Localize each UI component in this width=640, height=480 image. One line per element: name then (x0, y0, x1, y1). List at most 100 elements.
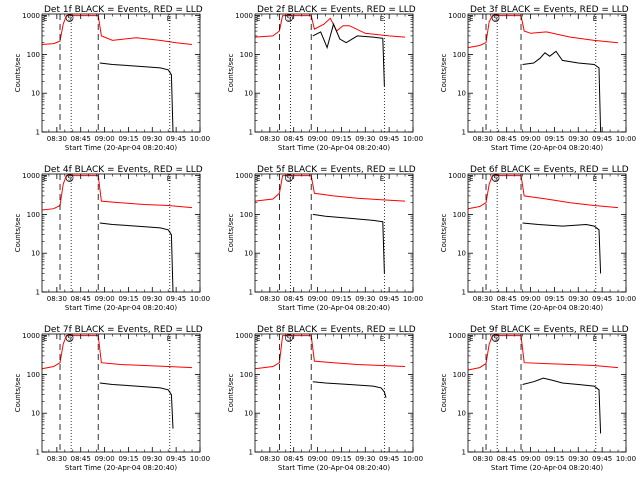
series-line-events (312, 22, 385, 87)
x-tick-label: 09:15 (544, 135, 564, 143)
series-line-lld (41, 175, 193, 211)
y-tick-label: 10 (457, 410, 466, 418)
y-tick-label: 100 (453, 211, 466, 219)
plot-frame (41, 173, 201, 293)
panel-title: Det 2f BLACK = Events, RED = LLD (257, 5, 416, 15)
x-tick-label: 09:30 (568, 455, 588, 463)
panel-title: Det 6f BLACK = Events, RED = LLD (470, 165, 629, 175)
y-axis-label: Counts/sec (440, 374, 448, 413)
plot-frame (467, 333, 627, 453)
x-tick-label: 08:30 (47, 295, 67, 303)
y-tick-label: 1 (36, 289, 40, 297)
y-axis-label: Counts/sec (227, 54, 235, 93)
marker-label: S (67, 15, 72, 23)
marker-circle (285, 334, 293, 342)
marker-label: S (287, 175, 292, 183)
x-tick-label: 09:15 (118, 455, 138, 463)
x-axis-label: Start Time (20-Apr-04 08:20:40) (65, 144, 177, 152)
x-tick-label: 09:30 (568, 295, 588, 303)
y-axis-label: Counts/sec (14, 54, 22, 93)
x-tick-label: 09:15 (544, 455, 564, 463)
x-tick-label: 09:30 (568, 135, 588, 143)
x-tick-label: 08:45 (71, 135, 91, 143)
y-tick-label: 10 (31, 90, 40, 98)
x-tick-label: 10:00 (190, 135, 210, 143)
x-axis-label: Start Time (20-Apr-04 08:20:40) (278, 464, 390, 472)
x-tick-label: 09:30 (142, 295, 162, 303)
x-tick-label: 08:45 (284, 455, 304, 463)
marker-label: E (380, 175, 384, 183)
marker-label: E (256, 335, 260, 343)
plot-frame (254, 173, 414, 293)
marker-label: E (43, 15, 47, 23)
marker-label: S (493, 15, 498, 23)
x-tick-label: 09:45 (379, 295, 399, 303)
y-tick-label: 1000 (448, 12, 466, 20)
marker-label: E (167, 335, 171, 343)
marker-label: E (43, 175, 47, 183)
marker-label: E (593, 175, 597, 183)
y-axis-label: Counts/sec (440, 54, 448, 93)
marker-label: E (256, 15, 260, 23)
x-tick-label: 10:00 (190, 455, 210, 463)
x-tick-label: 08:30 (473, 455, 493, 463)
x-tick-label: 09:15 (331, 135, 351, 143)
marker-label: E (593, 335, 597, 343)
marker-label: E (43, 335, 47, 343)
x-tick-label: 09:15 (118, 135, 138, 143)
x-tick-label: 09:30 (142, 135, 162, 143)
series-line-lld (254, 15, 406, 38)
x-tick-label: 09:15 (331, 295, 351, 303)
x-tick-label: 09:00 (520, 455, 540, 463)
plot-frame (254, 13, 414, 133)
y-axis-label: Counts/sec (227, 374, 235, 413)
x-tick-label: 09:00 (307, 295, 327, 303)
marker-label: E (167, 15, 171, 23)
x-tick-label: 09:00 (94, 455, 114, 463)
y-tick-label: 1000 (235, 12, 253, 20)
x-tick-label: 10:00 (616, 455, 636, 463)
x-axis-label: Start Time (20-Apr-04 08:20:40) (491, 144, 603, 152)
x-tick-label: 09:45 (379, 135, 399, 143)
x-tick-label: 09:30 (355, 135, 375, 143)
x-tick-label: 09:00 (307, 135, 327, 143)
y-axis-label: Counts/sec (440, 214, 448, 253)
x-tick-label: 10:00 (403, 295, 423, 303)
x-tick-label: 08:45 (71, 295, 91, 303)
series-line-events (522, 377, 602, 434)
x-tick-label: 08:45 (284, 295, 304, 303)
marker-label: S (287, 335, 292, 343)
panel-title: Det 9f BLACK = Events, RED = LLD (470, 325, 629, 335)
x-tick-label: 08:30 (47, 135, 67, 143)
x-tick-label: 09:45 (166, 455, 186, 463)
y-tick-label: 100 (453, 51, 466, 59)
panel-title: Det 1f BLACK = Events, RED = LLD (44, 5, 203, 15)
x-tick-label: 09:30 (355, 455, 375, 463)
y-tick-label: 100 (240, 211, 253, 219)
y-tick-label: 100 (27, 371, 40, 379)
x-tick-label: 10:00 (616, 295, 636, 303)
marker-label: S (493, 175, 498, 183)
y-tick-label: 100 (27, 51, 40, 59)
x-axis-label: Start Time (20-Apr-04 08:20:40) (65, 304, 177, 312)
y-tick-label: 1000 (22, 12, 40, 20)
x-axis-label: Start Time (20-Apr-04 08:20:40) (278, 144, 390, 152)
x-tick-label: 09:45 (379, 455, 399, 463)
marker-label: E (469, 175, 473, 183)
y-axis-label: Counts/sec (14, 374, 22, 413)
series-line-events (99, 382, 174, 429)
x-tick-label: 09:45 (592, 295, 612, 303)
x-tick-label: 08:45 (497, 295, 517, 303)
marker-circle (65, 174, 74, 182)
x-tick-label: 09:15 (118, 295, 138, 303)
x-tick-label: 09:45 (166, 135, 186, 143)
y-tick-label: 10 (457, 90, 466, 98)
x-tick-label: 09:30 (142, 455, 162, 463)
marker-label: S (287, 15, 292, 23)
